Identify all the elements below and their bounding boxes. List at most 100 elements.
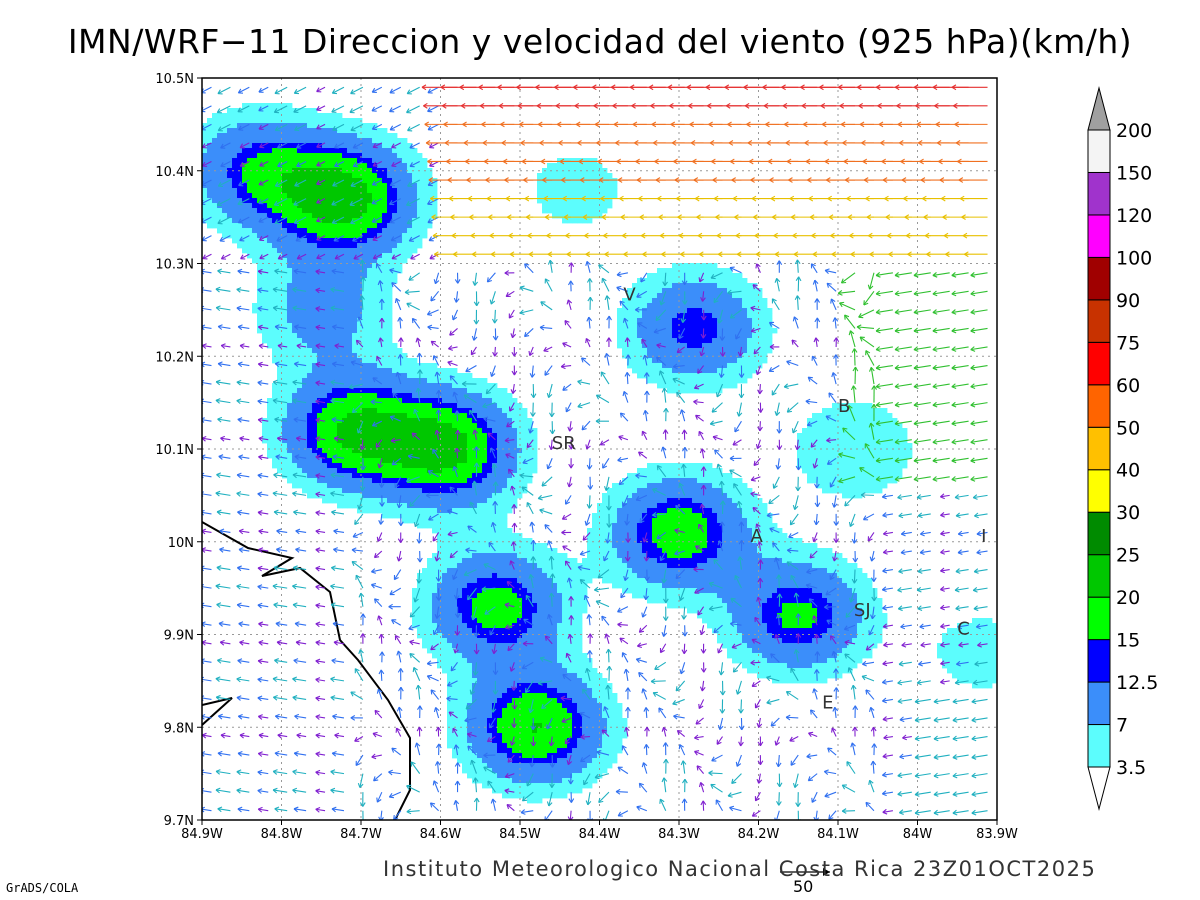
speed-cell	[262, 238, 268, 244]
speed-cell	[357, 258, 363, 264]
speed-cell	[332, 433, 338, 439]
speed-cell	[417, 483, 423, 489]
speed-cell	[442, 433, 448, 439]
speed-cell	[322, 313, 328, 319]
speed-cell	[487, 503, 493, 509]
speed-cell	[362, 333, 368, 339]
speed-cell	[647, 523, 653, 529]
speed-cell	[707, 483, 713, 489]
speed-cell	[337, 238, 343, 244]
speed-cell	[442, 473, 448, 479]
speed-cell	[312, 428, 318, 434]
speed-cell	[312, 378, 318, 384]
speed-cell	[437, 463, 443, 469]
speed-cell	[297, 353, 303, 359]
speed-cell	[247, 208, 253, 214]
speed-cell	[422, 193, 428, 199]
speed-cell	[287, 323, 293, 329]
speed-cell	[432, 503, 438, 509]
speed-cell	[352, 473, 358, 479]
speed-cell	[317, 413, 323, 419]
speed-cell	[652, 493, 658, 499]
speed-cell	[687, 358, 693, 364]
speed-cell	[277, 408, 283, 414]
speed-cell	[627, 533, 633, 539]
speed-cell	[252, 153, 258, 159]
speed-cell	[837, 463, 843, 469]
speed-cell	[442, 498, 448, 504]
speed-cell	[507, 503, 513, 509]
speed-cell	[347, 498, 353, 504]
speed-cell	[442, 388, 448, 394]
speed-cell	[367, 123, 373, 129]
speed-cell	[712, 333, 718, 339]
speed-cell	[382, 293, 388, 299]
speed-cell	[667, 498, 673, 504]
speed-cell	[497, 523, 503, 529]
speed-cell	[427, 393, 433, 399]
speed-cell	[452, 498, 458, 504]
speed-cell	[542, 178, 548, 184]
speed-cell	[692, 323, 698, 329]
speed-cell	[332, 133, 338, 139]
speed-cell	[217, 113, 223, 119]
speed-cell	[367, 293, 373, 299]
speed-cell	[657, 363, 663, 369]
speed-cell	[657, 278, 663, 284]
speed-cell	[347, 323, 353, 329]
speed-cell	[492, 383, 498, 389]
speed-cell	[337, 413, 343, 419]
speed-cell	[622, 338, 628, 344]
speed-cell	[722, 503, 728, 509]
speed-cell	[342, 278, 348, 284]
speed-cell	[212, 193, 218, 199]
speed-cell	[252, 308, 258, 314]
speed-cell	[372, 398, 378, 404]
speed-cell	[407, 438, 413, 444]
speed-cell	[492, 478, 498, 484]
speed-cell	[332, 193, 338, 199]
speed-cell	[387, 358, 393, 364]
speed-cell	[337, 423, 343, 429]
speed-cell	[412, 388, 418, 394]
speed-cell	[442, 403, 448, 409]
speed-cell	[662, 383, 668, 389]
speed-cell	[742, 278, 748, 284]
speed-cell	[242, 178, 248, 184]
speed-cell	[357, 378, 363, 384]
speed-cell	[302, 293, 308, 299]
speed-cell	[477, 378, 483, 384]
speed-cell	[377, 368, 383, 374]
speed-cell	[307, 363, 313, 369]
speed-cell	[397, 148, 403, 154]
speed-cell	[462, 438, 468, 444]
speed-cell	[292, 158, 298, 164]
speed-cell	[482, 503, 488, 509]
speed-cell	[267, 298, 273, 304]
speed-cell	[617, 488, 623, 494]
speed-cell	[337, 293, 343, 299]
speed-cell	[817, 448, 823, 454]
speed-cell	[732, 323, 738, 329]
speed-cell	[412, 378, 418, 384]
speed-cell	[247, 223, 253, 229]
speed-cell	[622, 533, 628, 539]
speed-cell	[647, 278, 653, 284]
speed-cell	[397, 468, 403, 474]
speed-cell	[307, 203, 313, 209]
speed-cell	[682, 263, 688, 269]
speed-cell	[632, 328, 638, 334]
speed-cell	[497, 513, 503, 519]
speed-cell	[367, 348, 373, 354]
speed-cell	[592, 518, 598, 524]
speed-cell	[347, 218, 353, 224]
speed-cell	[812, 448, 818, 454]
speed-cell	[662, 268, 668, 274]
speed-cell	[667, 473, 673, 479]
speed-cell	[492, 428, 498, 434]
speed-cell	[447, 418, 453, 424]
speed-cell	[377, 163, 383, 169]
speed-cell	[307, 223, 313, 229]
speed-cell	[347, 493, 353, 499]
speed-cell	[857, 488, 863, 494]
